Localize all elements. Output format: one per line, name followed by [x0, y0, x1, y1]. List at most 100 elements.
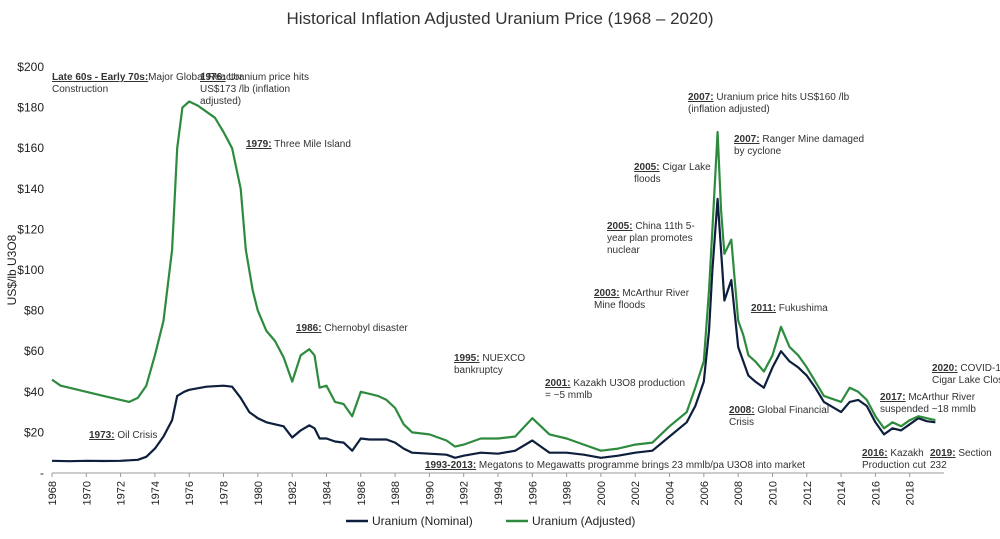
x-tick-label: 1978 [219, 481, 231, 505]
annotation-a15: 2008: Global Financial Crisis [729, 405, 829, 428]
x-tick-label: 1974 [150, 481, 162, 505]
y-tick-label: $100 [17, 263, 44, 277]
annotation-line: China 11th 5- [633, 221, 695, 232]
annotation-line: Mine floods [594, 300, 645, 311]
annotation-a18: 2016: Kazakh Production cut [862, 448, 926, 471]
y-tick-label: $40 [24, 385, 44, 399]
x-tick-label: 2018 [905, 481, 917, 505]
annotation-line: suspended ~18 mmlb [880, 404, 976, 415]
x-tick-label: 2010 [767, 481, 779, 505]
x-tick-label: 2014 [836, 481, 848, 505]
annotation-year: 2003: [594, 288, 620, 299]
annotation-a5: 1973: Oil Crisis [89, 430, 157, 441]
annotation-a17: 2017: McArthur River suspended ~18 mmlb [880, 392, 976, 415]
annotation-year: 1993-2013: [425, 460, 476, 471]
y-axis: - $20 $40 $60 $80 $100 $120 $140 $160 $180 $200 [17, 60, 44, 480]
annotation-line: Three Mile Island [272, 139, 351, 150]
annotation-line: Chernobyl disaster [322, 323, 409, 334]
annotation-line: Construction [52, 84, 108, 95]
annotation-year: 2005: [607, 221, 633, 232]
x-tick-label: 1990 [424, 481, 436, 505]
annotation-line: year plan promotes [607, 233, 693, 244]
annotation-year: 1973: [89, 430, 115, 441]
annotation-line: Cigar Lake [660, 162, 712, 173]
y-tick-label: $200 [17, 60, 44, 74]
annotation-a6: 1995: NUEXCO bankruptcy [454, 353, 525, 376]
x-tick-label: 1996 [527, 481, 539, 505]
annotation-line: Fukushima [776, 303, 828, 314]
annotation-line: US$173 /lb (inflation [200, 84, 290, 95]
series-line-adjusted [51, 100, 936, 452]
annotation-year: 2019: [930, 448, 956, 459]
y-tick-label: $140 [17, 182, 44, 196]
y-tick-label: $80 [24, 304, 44, 318]
x-tick-label: 1970 [81, 481, 93, 505]
y-tick-label: $160 [17, 141, 44, 155]
y-axis-label: US$/lb U3O8 [5, 234, 19, 305]
x-tick-label: 1968 [47, 481, 59, 505]
x-tick-label: 2016 [870, 481, 882, 505]
x-tick-label: 2000 [596, 481, 608, 505]
annotation-a7: 2001: Kazakh U3O8 production = ~5 mmlb [545, 378, 685, 401]
annotation-line: Ranger Mine damaged [760, 134, 865, 145]
chart-title: Historical Inflation Adjusted Uranium Pr… [286, 9, 713, 28]
legend-label: Uranium (Adjusted) [532, 514, 635, 528]
annotation-a12: 2007: Uranium price hits US$160 /lb (infl… [688, 92, 850, 115]
x-tick-label: 1994 [493, 481, 505, 505]
y-tick-label: $120 [17, 222, 44, 236]
legend: Uranium (Nominal) Uranium (Adjusted) [346, 514, 635, 528]
annotation-line: adjusted) [200, 96, 241, 107]
annotation-line: bankruptcy [454, 365, 503, 376]
annotation-line: nuclear [607, 245, 640, 256]
annotation-line: floods [634, 174, 661, 185]
annotation-year: 2007: [688, 92, 714, 103]
x-tick-label: 2008 [733, 481, 745, 505]
x-tick-label: 1986 [356, 481, 368, 505]
annotation-year: 1986: [296, 323, 322, 334]
annotation-a13: 2007: Ranger Mine damaged by cyclone [734, 134, 864, 157]
annotation-a14: 2011: Fukushima [751, 303, 828, 314]
x-tick-label: 2002 [630, 481, 642, 505]
x-tick-label: 2004 [665, 481, 677, 505]
annotation-line: Crisis [729, 417, 754, 428]
annotation-line: Uranium price hits US$160 /lb [714, 92, 850, 103]
x-tick-label: 1976 [184, 481, 196, 505]
x-tick-label: 1972 [116, 481, 128, 505]
annotation-line: Kazakh [888, 448, 924, 459]
annotation-year: 2020: [932, 363, 958, 374]
annotation-a4: 1986: Chernobyl disaster [296, 323, 408, 334]
annotation-year: 2011: [751, 303, 776, 314]
x-axis: 1968 1970 1972 1974 1976 1978 1980 1982 1984 1986… [47, 472, 944, 505]
x-tick-label: 1988 [390, 481, 402, 505]
y-tick-label: - [40, 466, 44, 480]
x-tick-label: 1984 [321, 481, 333, 505]
annotation-line: COVID-19 [958, 363, 1000, 374]
annotation-line: NUEXCO [480, 353, 526, 364]
x-tick-label: 2012 [802, 481, 814, 505]
annotation-year: Late 60s - Early 70s: [52, 72, 148, 83]
annotation-line: Cigar Lake Closes [932, 375, 1000, 386]
annotation-year: 1995: [454, 353, 480, 364]
annotation-line: Megatons to Megawatts programme brings 2… [476, 460, 805, 471]
annotation-year: 2016: [862, 448, 888, 459]
annotation-line: Oil Crisis [115, 430, 158, 441]
annotation-line: = ~5 mmlb [545, 390, 593, 401]
annotation-line: Uranium price hits [226, 72, 309, 83]
annotation-line: McArthur River [906, 392, 976, 403]
y-tick-label: $60 [24, 344, 44, 358]
annotation-line: 232 [930, 460, 947, 471]
annotation-line: Major Global Reactor [148, 72, 243, 83]
annotation-year: 2008: [729, 405, 755, 416]
annotation-a1: Late 60s - Early 70s:Major Global Reacto… [52, 72, 243, 95]
annotation-a2: 1976: Uranium price hits US$173 /lb (infl… [200, 72, 309, 107]
annotation-year: 1976: [200, 72, 226, 83]
annotation-a9: 2003: McArthur River Mine floods [594, 288, 690, 311]
annotation-a16: 2020: COVID-19Cigar Lake Closes [932, 363, 1000, 386]
series-lines [51, 100, 936, 463]
annotation-year: 2005: [634, 162, 660, 173]
annotation-a19: 2019: Section 232 [930, 448, 992, 471]
x-tick-label: 1998 [562, 481, 574, 505]
annotation-a8: 1993-2013: Megatons to Megawatts program… [425, 460, 805, 471]
annotation-line: Section [956, 448, 992, 459]
